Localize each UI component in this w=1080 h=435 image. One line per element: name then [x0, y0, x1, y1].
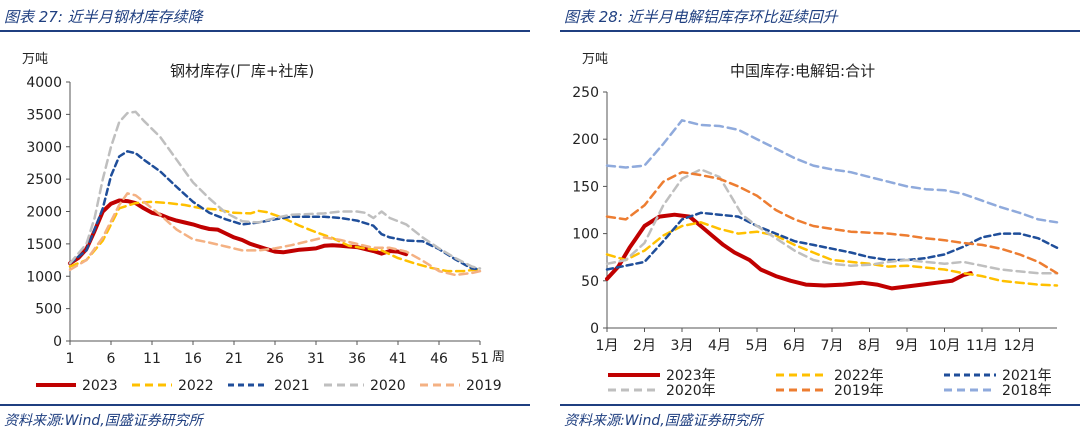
y-tick-label: 2500 — [26, 172, 62, 188]
legend-item: 2023年 — [608, 368, 716, 384]
legend-label: 2020年 — [666, 383, 716, 399]
x-tick-label: 36 — [348, 351, 366, 367]
legend-label: 2020 — [370, 378, 406, 394]
x-tick-label: 46 — [430, 351, 448, 367]
legend-item: 2020 — [324, 378, 406, 394]
left-figure-title: 图表 27: 近半月钢材库存续降 — [4, 8, 203, 26]
x-tick-label: 16 — [184, 351, 202, 367]
series-line-2020 — [68, 110, 482, 270]
y-tick-label: 1500 — [26, 237, 62, 253]
x-tick-label: 21 — [225, 351, 243, 367]
legend-item: 2022年 — [776, 368, 884, 384]
series-line-2019年 — [605, 170, 1059, 275]
right-aluminum-inventory-chart: 0 50 100 150 200 250 1月 2月 3月 4月 5月 6月 7月 8月 9月 10月 11月 1… — [572, 85, 1059, 399]
x-tick-label: 10月 — [929, 338, 961, 354]
y-tick-label: 4000 — [26, 75, 62, 91]
legend-item: 2018年 — [944, 383, 1052, 399]
x-tick-label: 26 — [266, 351, 284, 367]
left-title-rule — [0, 30, 530, 32]
x-unit-label: 周 — [492, 350, 505, 365]
x-tick-label: 9月 — [896, 338, 919, 354]
legend-label: 2018年 — [1002, 383, 1052, 399]
legend-label: 2022年 — [834, 368, 884, 384]
legend-label: 2019年 — [834, 383, 884, 399]
x-tick-label: 11 — [143, 351, 161, 367]
x-tick-label: 4月 — [708, 338, 731, 354]
left-chart-title: 钢材库存(厂库+社库) — [170, 62, 315, 80]
right-figure-panel: 图表 28: 近半月电解铝库存环比延续回升 万吨 中国库存:电解铝:合计 0 50… — [560, 0, 1080, 435]
x-tick-label: 1月 — [596, 338, 619, 354]
y-tick-label: 3500 — [26, 107, 62, 123]
y-tick-label: 50 — [581, 274, 599, 290]
legend-item: 2021 — [228, 378, 310, 394]
x-tick-label: 6 — [107, 351, 116, 367]
series-line-2022年 — [605, 221, 1059, 287]
right-unit-label: 万吨 — [582, 52, 609, 67]
y-tick-label: 100 — [572, 227, 599, 243]
y-tick-label: 1000 — [26, 269, 62, 285]
legend-label: 2021 — [274, 378, 310, 394]
y-tick-label: 3000 — [26, 140, 62, 156]
y-tick-label: 2000 — [26, 205, 62, 221]
series-line-2018年 — [605, 119, 1059, 224]
left-figure-panel: 图表 27: 近半月钢材库存续降 万吨 钢材库存(厂库+社库) 0 500 1000… — [0, 0, 530, 435]
series-line-2023 — [68, 198, 409, 266]
legend-item: 2022 — [132, 378, 214, 394]
x-tick-label: 31 — [307, 351, 325, 367]
y-tick-label: 200 — [572, 132, 599, 148]
x-tick-label: 7月 — [821, 338, 844, 354]
legend-label: 2022 — [178, 378, 214, 394]
left-source-rule — [0, 404, 530, 406]
x-tick-label: 1 — [66, 351, 75, 367]
left-unit-label: 万吨 — [22, 52, 49, 67]
x-tick-label: 51 — [471, 351, 489, 367]
series-line-2022 — [68, 200, 482, 273]
series-line-2020年 — [605, 168, 1059, 275]
x-tick-label: 8月 — [858, 338, 881, 354]
series-line-2023年 — [605, 212, 973, 291]
series-line-2021年 — [605, 211, 1059, 271]
legend-item: 2023 — [36, 378, 118, 394]
y-tick-label: 150 — [572, 179, 599, 195]
legend-item: 2019 — [420, 378, 502, 394]
legend-item: 2020年 — [608, 383, 716, 399]
x-tick-label: 3月 — [671, 338, 694, 354]
y-tick-label: 250 — [572, 85, 599, 101]
right-source-note: 资料来源:Wind,国盛证券研究所 — [564, 413, 763, 429]
x-tick-label: 2月 — [633, 338, 656, 354]
legend-item: 2021年 — [944, 368, 1052, 384]
right-title-rule — [560, 30, 1080, 32]
left-source-note: 资料来源:Wind,国盛证券研究所 — [4, 413, 203, 429]
right-figure-title: 图表 28: 近半月电解铝库存环比延续回升 — [564, 8, 838, 26]
right-source-rule — [560, 404, 1080, 406]
x-tick-label: 6月 — [783, 338, 806, 354]
x-tick-label: 11月 — [966, 338, 998, 354]
right-chart-title: 中国库存:电解铝:合计 — [730, 62, 876, 80]
x-tick-label: 41 — [389, 351, 407, 367]
x-tick-label: 5月 — [746, 338, 769, 354]
series-line-2019 — [68, 192, 482, 277]
legend-label: 2023年 — [666, 368, 716, 384]
legend-label: 2019 — [466, 378, 502, 394]
legend-label: 2023 — [82, 378, 118, 394]
y-tick-label: 500 — [35, 302, 62, 318]
x-tick-label: 12月 — [1004, 338, 1036, 354]
y-tick-label: 0 — [53, 334, 62, 350]
legend-label: 2021年 — [1002, 368, 1052, 384]
y-tick-label: 0 — [590, 321, 599, 337]
legend-item: 2019年 — [776, 383, 884, 399]
